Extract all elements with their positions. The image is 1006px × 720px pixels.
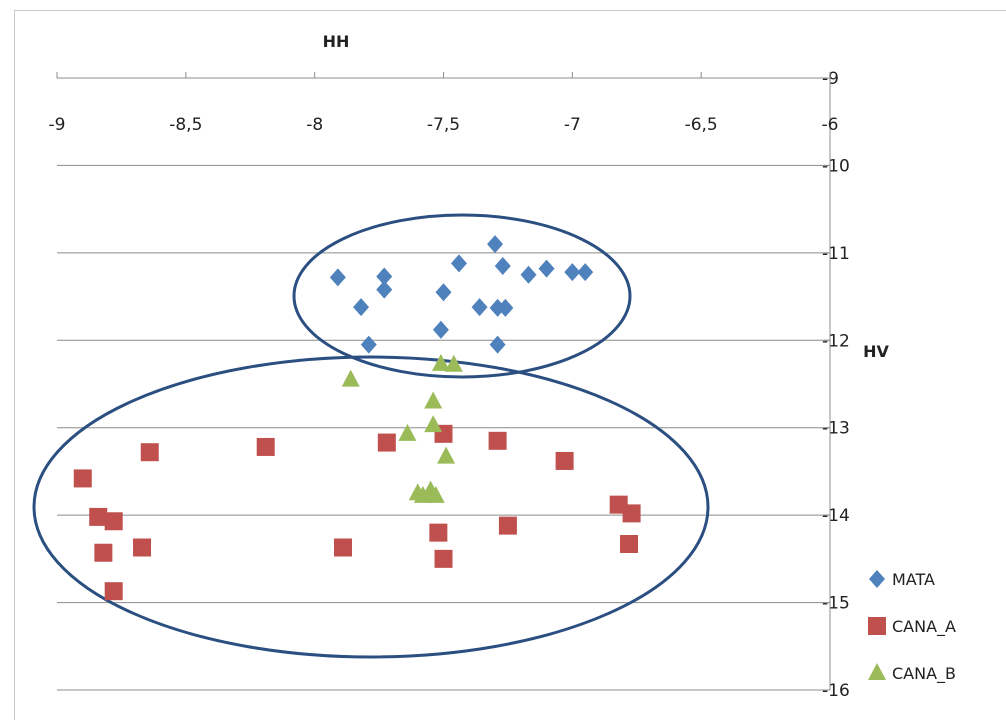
mata-point	[360, 335, 377, 354]
cana-b-point	[444, 354, 463, 372]
mata-point	[450, 254, 467, 273]
chart-frame	[14, 10, 1006, 720]
legend: MATA CANA_A CANA_B	[868, 570, 956, 684]
cana-a-point	[377, 433, 396, 452]
mata-point	[329, 268, 346, 287]
x-tick-label: -6	[822, 115, 839, 135]
mata-point	[497, 298, 514, 317]
legend-label-mata: MATA	[892, 570, 935, 589]
mata-point	[538, 259, 555, 278]
x-tick-label: -6,5	[685, 115, 718, 135]
y-tick-label: -10	[822, 156, 850, 176]
y-tick-label: -16	[822, 681, 850, 701]
cana-b-point	[341, 369, 360, 387]
axes: -9-10-11-12-13-14-15-16-9 -8,5 -8 -7,5 -7 -6,…	[49, 69, 850, 701]
y-tick-label: -15	[822, 594, 850, 614]
x-tick-label: -8	[306, 115, 323, 135]
mata-point	[435, 283, 452, 302]
x-tick-label: -7	[564, 115, 581, 135]
cana-a-point	[555, 451, 574, 470]
x-tick-label: -8,5	[169, 115, 202, 135]
cana-a-point	[334, 538, 353, 557]
y-axis-title: HV	[863, 342, 889, 361]
mata-point	[376, 280, 393, 299]
cana-a-point	[104, 582, 123, 601]
cana-a-point	[488, 431, 507, 450]
cana-b-point	[437, 446, 456, 464]
legend-marker-mata	[869, 570, 885, 588]
mata-point	[494, 256, 511, 275]
cana-a-point	[140, 443, 159, 462]
cana-a-point	[429, 523, 448, 542]
x-tick-label: -9	[49, 115, 66, 135]
cana-a-point	[104, 512, 123, 531]
mata-point	[520, 265, 537, 284]
mata-point	[432, 320, 449, 339]
mata-point	[564, 263, 581, 282]
cluster-ellipses	[32, 213, 710, 659]
mata-point	[471, 298, 488, 317]
mata-point	[353, 298, 370, 317]
cana-b-point	[426, 485, 445, 503]
x-tick-label: -7,5	[427, 115, 460, 135]
cana-b-point	[398, 423, 417, 441]
cana-a-point	[256, 437, 275, 456]
legend-label-cana-a: CANA_A	[892, 617, 956, 637]
y-tick-label: -14	[822, 506, 850, 526]
mata-cluster-ellipse	[292, 213, 632, 379]
legend-marker-cana-b	[868, 663, 886, 680]
cana-a-point	[133, 538, 152, 557]
mata-point	[487, 235, 504, 254]
y-tick-label: -12	[822, 331, 850, 351]
cana-a-point	[89, 507, 108, 526]
y-tick-label: -11	[822, 244, 850, 264]
cana-a-point	[73, 469, 92, 488]
cana-b-point	[431, 353, 450, 371]
cana-a-point	[434, 549, 453, 568]
cana-b-point	[413, 485, 432, 503]
cana-a-point	[94, 543, 113, 562]
cana-a-point	[620, 534, 639, 553]
cana-a-point	[498, 516, 517, 535]
mata-point	[489, 335, 506, 354]
x-axis-title: HH	[323, 32, 350, 51]
data-points	[73, 235, 641, 601]
legend-label-cana-b: CANA_B	[892, 664, 956, 684]
mata-point	[376, 267, 393, 286]
y-tick-label: -13	[822, 419, 850, 439]
cana-cluster-ellipse	[32, 355, 710, 659]
legend-marker-cana-a	[868, 617, 886, 635]
mata-point	[577, 263, 594, 282]
cana-b-point	[424, 391, 443, 409]
cana-a-point	[622, 504, 641, 523]
cana-b-point	[424, 415, 443, 433]
